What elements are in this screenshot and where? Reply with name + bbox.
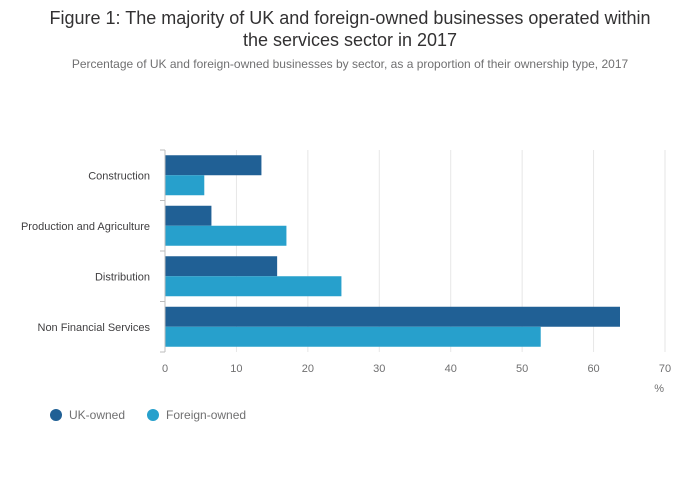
bar-foreign-owned-3[interactable]: [165, 326, 541, 347]
chart-title-line-2: the services sector in 2017: [242, 30, 458, 50]
bar-foreign-owned-0[interactable]: [165, 175, 205, 196]
category-label-2: Distribution: [95, 271, 150, 283]
bar-foreign-owned-1[interactable]: [165, 225, 287, 246]
category-label-0: Construction: [88, 170, 150, 182]
x-tick-label-50: 50: [516, 363, 528, 375]
bars: [165, 155, 620, 347]
legend-swatch-foreign-owned: [147, 409, 160, 421]
bar-uk-owned-1[interactable]: [165, 205, 212, 226]
x-tick-label-20: 20: [302, 363, 314, 375]
bar-uk-owned-3[interactable]: [165, 306, 620, 327]
bar-uk-owned-2[interactable]: [165, 256, 278, 277]
chart-title-line-1: Figure 1: The majority of UK and foreign…: [49, 8, 651, 28]
bar-foreign-owned-2[interactable]: [165, 276, 342, 297]
chart-subtitle: Percentage of UK and foreign-owned busin…: [71, 57, 629, 71]
legend-label-foreign-owned: Foreign-owned: [166, 408, 247, 422]
category-label-1: Production and Agriculture: [21, 221, 150, 233]
axis-labels: 0 10 20 30 40 50 60 70 Construction Production an…: [21, 170, 671, 395]
bar-uk-owned-0[interactable]: [165, 155, 262, 176]
x-tick-label-40: 40: [445, 363, 457, 375]
x-tick-label-30: 30: [373, 363, 385, 375]
category-label-3: Non Financial Services: [38, 322, 151, 334]
x-axis-unit-label: %: [654, 383, 664, 395]
legend-swatch-uk-owned: [50, 409, 62, 421]
legend: UK-owned Foreign-owned: [50, 408, 268, 422]
x-tick-label-10: 10: [230, 363, 242, 375]
legend-item-foreign-owned[interactable]: Foreign-owned: [147, 408, 246, 422]
legend-label-uk-owned: UK-owned: [69, 408, 126, 422]
x-tick-label-60: 60: [587, 363, 599, 375]
x-tick-label-70: 70: [659, 363, 671, 375]
legend-item-uk-owned[interactable]: UK-owned: [50, 408, 125, 422]
axes: [160, 149, 166, 353]
chart-title: Figure 1: The majority of UK and foreign…: [0, 7, 700, 51]
x-tick-label-0: 0: [162, 363, 168, 375]
